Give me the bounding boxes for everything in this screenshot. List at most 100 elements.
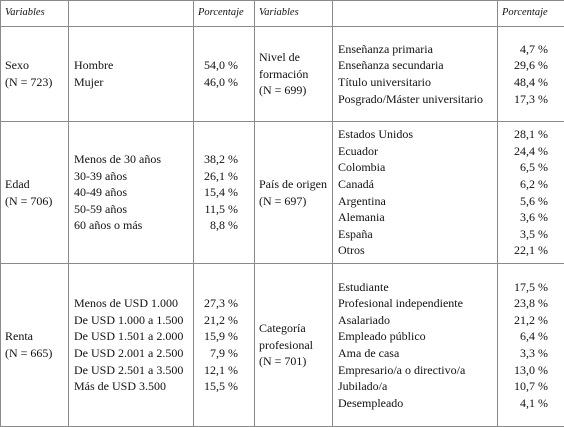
category: Menos de USD 1.000 (74, 295, 193, 312)
percentage: 8,8 % (194, 217, 238, 234)
category: España (338, 226, 497, 243)
variable-cell: Edad(N = 706) (1, 122, 69, 264)
header-cell (333, 1, 498, 27)
category: Ama de casa (338, 345, 497, 362)
variable-name: Sexo (5, 57, 68, 74)
variable-cell: Nivel de formación(N = 699) (255, 27, 333, 122)
percentage: 6,5 % (498, 159, 548, 176)
category: 30-39 años (74, 168, 193, 185)
category: Menos de 30 años (74, 151, 193, 168)
percentage: 54,0 % (194, 57, 238, 74)
percentages-cell: 38,2 %26,1 %15,4 %11,5 %8,8 % (194, 122, 255, 264)
variable-name: Renta (5, 328, 68, 345)
category: Profesional independiente (338, 295, 497, 312)
percentage: 6,4 % (498, 328, 548, 345)
header-cell: Porcentaje (194, 1, 255, 27)
percentage: 10,7 % (498, 378, 548, 395)
category: Jubilado/a (338, 378, 497, 395)
category: Canadá (338, 176, 497, 193)
percentage: 21,2 % (498, 312, 548, 329)
header-cell (69, 1, 194, 27)
percentage: 3,6 % (498, 209, 548, 226)
percentage: 17,3 % (498, 91, 548, 108)
sample-size: (N = 723) (5, 74, 68, 91)
percentage: 5,6 % (498, 193, 548, 210)
percentages-cell: 27,3 %21,2 %15,9 %7,9 %12,1 %15,5 % (194, 264, 255, 427)
percentages-cell: 28,1 %24,4 %6,5 %6,2 %5,6 %3,6 %3,5 %22,… (498, 122, 564, 264)
category: De USD 2.001 a 2.500 (74, 345, 193, 362)
percentage: 4,1 % (498, 395, 548, 412)
category: Empleado público (338, 328, 497, 345)
variable-name: Categoría profesional (259, 320, 332, 353)
category: Posgrado/Máster universitario (338, 91, 497, 108)
variable-cell: Sexo(N = 723) (1, 27, 69, 122)
variable-cell: Categoría profesional(N = 701) (255, 264, 333, 427)
percentage: 24,4 % (498, 143, 548, 160)
category: Alemania (338, 209, 497, 226)
percentage: 12,1 % (194, 362, 238, 379)
percentage: 15,5 % (194, 378, 238, 395)
category: Empresario/a o directivo/a (338, 362, 497, 379)
header-row: Variables Porcentaje Variables Porcentaj… (1, 1, 564, 27)
category: Título universitario (338, 74, 497, 91)
percentage: 13,0 % (498, 362, 548, 379)
category: Asalariado (338, 312, 497, 329)
percentage: 27,3 % (194, 295, 238, 312)
sample-size: (N = 699) (259, 82, 332, 99)
header-cell: Variables (1, 1, 69, 27)
variable-name: Edad (5, 176, 68, 193)
percentage: 26,1 % (194, 168, 238, 185)
percentage: 22,1 % (498, 242, 548, 259)
variable-cell: Renta(N = 665) (1, 264, 69, 427)
category: Mujer (74, 74, 193, 91)
percentage: 3,3 % (498, 345, 548, 362)
category: Hombre (74, 57, 193, 74)
percentage: 48,4 % (498, 74, 548, 91)
sample-size: (N = 697) (259, 193, 332, 210)
category: 50-59 años (74, 201, 193, 218)
percentage: 15,9 % (194, 328, 238, 345)
percentage: 21,2 % (194, 312, 238, 329)
header-cell: Variables (255, 1, 333, 27)
category: Estudiante (338, 279, 497, 296)
category: Colombia (338, 159, 497, 176)
variable-cell: País de origen(N = 697) (255, 122, 333, 264)
percentage: 17,5 % (498, 279, 548, 296)
percentage: 15,4 % (194, 184, 238, 201)
category: Ecuador (338, 143, 497, 160)
category: 40-49 años (74, 184, 193, 201)
category: De USD 2.501 a 3.500 (74, 362, 193, 379)
category: De USD 1.501 a 2.000 (74, 328, 193, 345)
category: Enseñanza secundaria (338, 57, 497, 74)
sample-size: (N = 701) (259, 353, 332, 370)
percentage: 38,2 % (194, 151, 238, 168)
category: Argentina (338, 193, 497, 210)
category: Enseñanza primaria (338, 41, 497, 58)
category: 60 años o más (74, 217, 193, 234)
category: Otros (338, 242, 497, 259)
variable-name: Nivel de formación (259, 49, 332, 82)
category: Estados Unidos (338, 126, 497, 143)
percentages-cell: 54,0 %46,0 % (194, 27, 255, 122)
percentages-cell: 17,5 %23,8 %21,2 %6,4 %3,3 %13,0 %10,7 %… (498, 264, 564, 427)
variable-name: País de origen (259, 176, 332, 193)
category: Más de USD 3.500 (74, 378, 193, 395)
category: De USD 1.000 a 1.500 (74, 312, 193, 329)
header-cell: Porcentaje (498, 1, 564, 27)
sample-size: (N = 706) (5, 193, 68, 210)
percentage: 29,6 % (498, 57, 548, 74)
percentage: 3,5 % (498, 226, 548, 243)
percentage: 6,2 % (498, 176, 548, 193)
percentage: 4,7 % (498, 41, 548, 58)
